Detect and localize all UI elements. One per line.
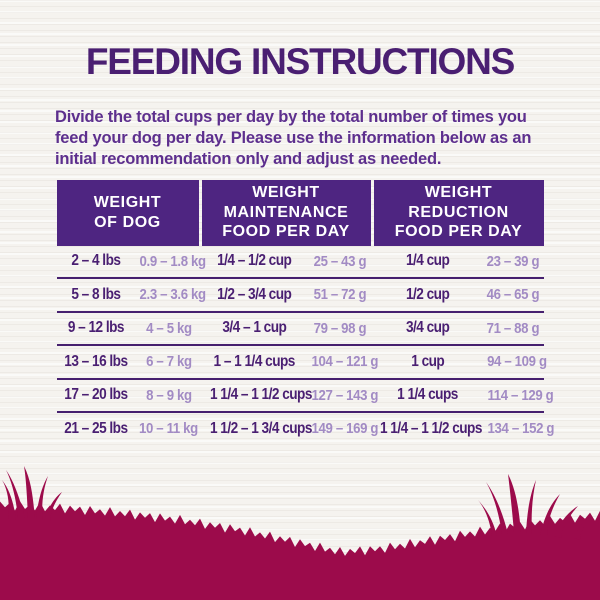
- grass-blade-icon: [24, 466, 35, 518]
- grass-blade-icon: [508, 474, 521, 532]
- weight-kg-cell: 0.9 – 1.8 kg: [139, 252, 206, 270]
- table-row: 21 – 25 lbs 10 – 11 kg 1 1/2 – 1 3/4 cup…: [57, 413, 554, 445]
- feeding-table: WEIGHT OF DOG WEIGHT MAINTENANCE FOOD PE…: [56, 179, 554, 445]
- weight-lbs-cell: 2 – 4 lbs: [70, 252, 121, 270]
- weight-kg-cell: 10 – 11 kg: [139, 420, 198, 438]
- reduction-grams-cell: 23 – 39 g: [486, 252, 540, 270]
- maintenance-cups-cell: 1/4 – 1/2 cup: [217, 252, 292, 270]
- maintenance-cups-cell: 3/4 – 1 cup: [222, 319, 287, 337]
- reduction-grams-cell: 134 – 152 g: [487, 420, 554, 438]
- table-row: 5 – 8 lbs 2.3 – 3.6 kg 1/2 – 3/4 cup 51 …: [56, 279, 544, 313]
- reduction-cups-cell: 1 1/4 – 1 1/2 cups: [379, 419, 482, 437]
- weight-lbs-cell: 17 – 20 lbs: [63, 386, 128, 404]
- reduction-grams-cell: 71 – 88 g: [486, 319, 540, 337]
- maintenance-cups-cell: 1 – 1 1/4 cups: [213, 352, 296, 370]
- reduction-grams-cell: 114 – 129 g: [486, 386, 553, 404]
- table-row: 2 – 4 lbs 0.9 – 1.8 kg 1/4 – 1/2 cup 25 …: [56, 246, 544, 280]
- maintenance-grams-cell: 79 – 98 g: [313, 319, 366, 337]
- grass-silhouette: [0, 466, 600, 600]
- reduction-cups-cell: 1 cup: [410, 352, 445, 370]
- reduction-grams-cell: 46 – 65 g: [486, 286, 540, 304]
- header-weight-of-dog: WEIGHT OF DOG: [56, 179, 199, 246]
- header-line: FOOD PER DAY: [222, 223, 350, 241]
- reduction-cups-cell: 1/2 cup: [405, 285, 450, 303]
- table-row: 13 – 16 lbs 6 – 7 kg 1 – 1 1/4 cups 104 …: [56, 346, 547, 380]
- header-line: WEIGHT: [424, 184, 493, 202]
- maintenance-grams-cell: 51 – 72 g: [313, 286, 366, 304]
- header-line: OF DOG: [94, 213, 161, 231]
- reduction-cups-cell: 1 1/4 cups: [397, 386, 458, 404]
- header-line: WEIGHT: [252, 184, 320, 202]
- weight-lbs-cell: 5 – 8 lbs: [70, 285, 121, 303]
- reduction-cups-cell: 3/4 cup: [405, 319, 450, 337]
- weight-kg-cell: 2.3 – 3.6 kg: [139, 286, 206, 304]
- grass-blade-icon: [486, 482, 508, 534]
- table-row: 9 – 12 lbs 4 – 5 kg 3/4 – 1 cup 79 – 98 …: [56, 313, 544, 347]
- grass-blade-icon: [44, 492, 62, 522]
- grass-blade-icon: [540, 494, 560, 536]
- grass-blade-icon: [554, 506, 578, 538]
- grass-blade-icon: [36, 476, 48, 520]
- grass-blade-icon: [6, 470, 25, 518]
- header-weight-reduction: WEIGHT REDUCTION FOOD PER DAY: [373, 179, 544, 246]
- intro-text: Divide the total cups per day by the tot…: [55, 107, 532, 168]
- reduction-cups-cell: 1/4 cup: [405, 252, 450, 270]
- grass-blade-icon: [478, 500, 497, 536]
- maintenance-grams-cell: 149 – 169 g: [311, 420, 378, 438]
- weight-lbs-cell: 21 – 25 lbs: [63, 419, 128, 437]
- maintenance-cups-cell: 1/2 – 3/4 cup: [217, 285, 292, 303]
- page-title: FEEDING INSTRUCTIONS: [85, 41, 515, 82]
- grass-mound: [0, 501, 600, 600]
- grass-blade-icon: [526, 480, 536, 534]
- maintenance-grams-cell: 25 – 43 g: [313, 252, 366, 270]
- maintenance-cups-cell: 1 1/4 – 1 1/2 cups: [209, 386, 312, 404]
- table-header-row: WEIGHT OF DOG WEIGHT MAINTENANCE FOOD PE…: [56, 179, 544, 246]
- grass-blade-icon: [2, 480, 16, 520]
- maintenance-grams-cell: 104 – 121 g: [311, 353, 378, 371]
- weight-kg-cell: 4 – 5 kg: [145, 319, 192, 337]
- maintenance-cups-cell: 1 1/2 – 1 3/4 cups: [209, 419, 312, 437]
- header-weight-maintenance: WEIGHT MAINTENANCE FOOD PER DAY: [201, 179, 371, 246]
- weight-lbs-cell: 13 – 16 lbs: [63, 352, 128, 370]
- table-row: 17 – 20 lbs 8 – 9 kg 1 1/4 – 1 1/2 cups …: [56, 380, 553, 414]
- header-line: MAINTENANCE: [223, 203, 349, 221]
- weight-kg-cell: 6 – 7 kg: [145, 353, 192, 371]
- header-line: REDUCTION: [408, 203, 509, 221]
- header-line: WEIGHT: [93, 194, 162, 212]
- grass-blade-icon: [574, 516, 592, 540]
- reduction-grams-cell: 94 – 109 g: [486, 353, 547, 371]
- header-line: FOOD PER DAY: [394, 223, 523, 241]
- weight-kg-cell: 8 – 9 kg: [145, 386, 192, 404]
- maintenance-grams-cell: 127 – 143 g: [311, 386, 378, 404]
- weight-lbs-cell: 9 – 12 lbs: [67, 319, 124, 337]
